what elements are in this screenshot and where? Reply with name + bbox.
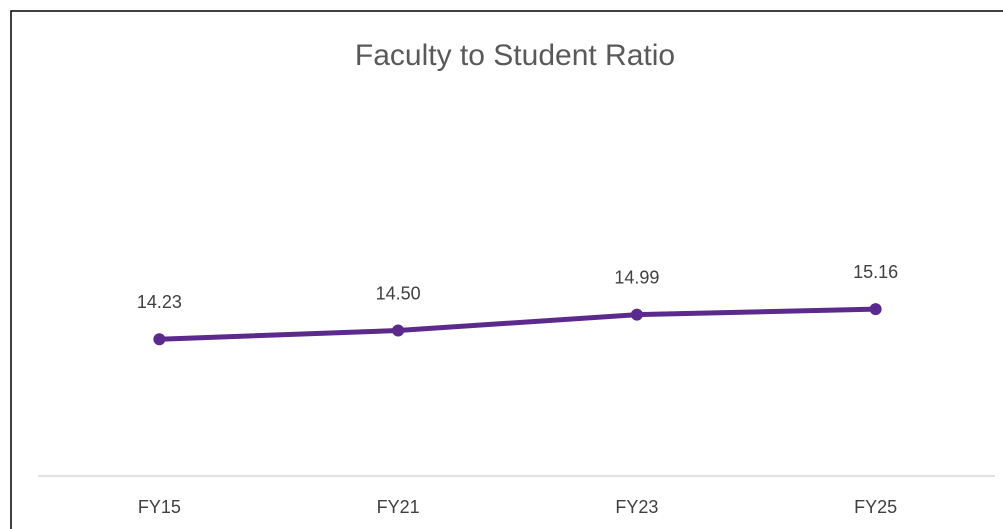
series-line bbox=[159, 306, 876, 342]
x-tick-label: FY23 bbox=[615, 497, 658, 517]
data-point bbox=[869, 303, 882, 316]
x-tick-label: FY15 bbox=[138, 497, 181, 517]
data-point bbox=[153, 333, 166, 346]
data-point bbox=[392, 324, 405, 337]
chart-frame bbox=[10, 10, 1003, 529]
x-tick-label: FY25 bbox=[854, 497, 897, 517]
x-tick-label: FY21 bbox=[377, 497, 420, 517]
chart-title: Faculty to Student Ratio bbox=[355, 39, 675, 72]
data-point bbox=[630, 308, 643, 321]
data-label: 14.23 bbox=[137, 292, 182, 312]
data-label: 14.99 bbox=[614, 267, 659, 287]
data-label: 14.50 bbox=[376, 283, 421, 303]
data-label: 15.16 bbox=[853, 262, 898, 282]
